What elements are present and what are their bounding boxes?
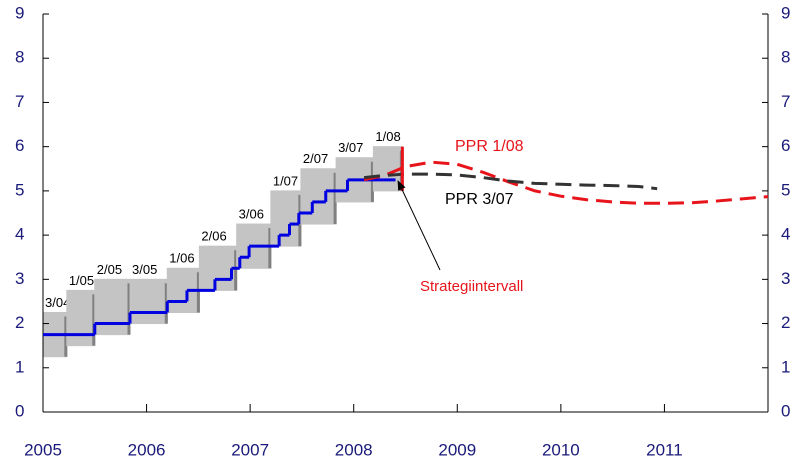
interval-label: 1/07 (273, 173, 298, 188)
interval-label: 1/06 (169, 251, 194, 266)
series-label: PPR 3/07 (445, 191, 514, 208)
y2-tick-label: 4 (781, 225, 790, 244)
x-tick-label: 2008 (335, 440, 373, 459)
y-tick-label: 1 (15, 357, 24, 376)
y2-tick-label: 0 (781, 401, 790, 420)
y2-tick-label: 6 (781, 136, 790, 155)
y-tick-label: 3 (15, 269, 24, 288)
y2-tick-label: 3 (781, 269, 790, 288)
interval-label: 2/06 (201, 229, 226, 244)
x-tick-label: 2006 (128, 440, 166, 459)
y-tick-label: 8 (15, 48, 24, 67)
interval-label: 3/06 (239, 206, 264, 221)
forecast-line (363, 172, 658, 191)
interval-box (66, 289, 96, 347)
y2-tick-label: 1 (781, 357, 790, 376)
interval-label: 1/05 (69, 273, 94, 288)
y-tick-label: 2 (15, 313, 24, 332)
y2-tick-label: 2 (781, 313, 790, 332)
y2-tick-label: 9 (781, 3, 790, 22)
strategy-interval-label: Strategiintervall (420, 278, 523, 295)
interval-box (270, 190, 302, 247)
y-tick-label: 6 (15, 136, 24, 155)
interval-box (94, 278, 131, 336)
x-tick-label: 2011 (646, 440, 683, 459)
y-tick-label: 0 (15, 401, 24, 420)
y-tick-label: 9 (15, 3, 24, 22)
interval-label: 2/05 (97, 262, 122, 277)
y-tick-label: 4 (15, 225, 24, 244)
y2-tick-label: 5 (781, 180, 790, 199)
interval-label: 3/05 (132, 262, 157, 277)
y-tick-label: 5 (15, 180, 24, 199)
y-tick-label: 7 (15, 92, 24, 111)
interval-box (129, 278, 168, 325)
interval-label: 1/08 (375, 129, 400, 144)
x-tick-label: 2010 (542, 440, 580, 459)
interval-label: 2/07 (303, 151, 328, 166)
x-tick-label: 2009 (438, 440, 476, 459)
x-tick-label: 2007 (231, 440, 269, 459)
interval-box (300, 168, 337, 225)
interval-label: 3/07 (338, 140, 363, 155)
series-label: PPR 1/08 (455, 138, 524, 155)
x-tick-label: 2005 (24, 440, 62, 459)
y2-tick-label: 8 (781, 48, 790, 67)
y2-tick-label: 7 (781, 92, 790, 111)
annotation-arrow (397, 180, 441, 271)
forecast-line (363, 160, 769, 205)
interval-label: 3/04 (45, 295, 70, 310)
